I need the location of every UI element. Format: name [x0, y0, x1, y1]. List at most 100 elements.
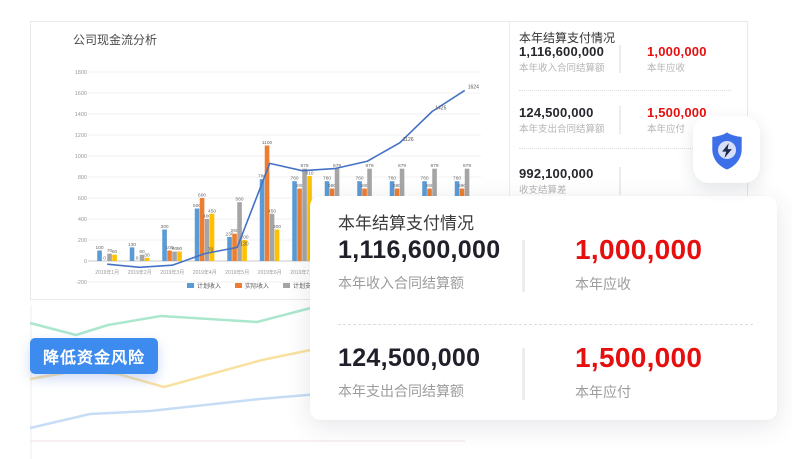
- svg-text:70: 70: [107, 248, 113, 254]
- security-badge-card: [693, 116, 760, 183]
- stat-value: 1,000,000: [647, 44, 707, 59]
- stat-balance: 992,100,000 收支结算差: [519, 167, 629, 196]
- shield-lightning-icon: [711, 131, 742, 170]
- stat-label: 本年支出合同结算额: [519, 124, 605, 135]
- svg-text:600: 600: [78, 196, 87, 202]
- svg-text:1200: 1200: [75, 133, 87, 139]
- svg-text:300: 300: [273, 224, 281, 230]
- svg-text:500: 500: [193, 203, 201, 209]
- svg-text:130: 130: [240, 241, 249, 247]
- svg-text:1126: 1126: [403, 137, 414, 143]
- svg-text:计划收入: 计划收入: [197, 282, 221, 290]
- stat-value: 1,116,600,000: [519, 44, 605, 59]
- settlement-overlay-card: 本年结算支付情况 1,116,600,000 本年收入合同结算额 1,000,0…: [310, 196, 777, 420]
- svg-text:400: 400: [203, 214, 211, 220]
- svg-text:2019年7月: 2019年7月: [290, 269, 314, 276]
- svg-text:690: 690: [426, 183, 434, 189]
- svg-text:0: 0: [84, 259, 87, 265]
- dashed-separator: [338, 324, 753, 325]
- svg-text:690: 690: [361, 183, 369, 189]
- svg-text:60: 60: [139, 249, 145, 255]
- stat-value: 124,500,000: [519, 105, 594, 120]
- panel-divider: [509, 22, 510, 299]
- svg-text:600: 600: [198, 193, 206, 199]
- stat-value: 1,500,000: [647, 105, 707, 120]
- svg-text:230: 230: [226, 231, 234, 237]
- column-divider: [522, 240, 525, 292]
- column-divider: [619, 167, 621, 195]
- stat-value: 1,000,000: [575, 234, 703, 265]
- svg-text:200: 200: [241, 235, 249, 241]
- stat-receivable-large: 1,000,000 本年应收: [575, 234, 703, 292]
- stat-value: 124,500,000: [338, 344, 481, 372]
- svg-text:1400: 1400: [75, 112, 87, 118]
- svg-text:690: 690: [328, 183, 336, 189]
- svg-text:2019年2月: 2019年2月: [128, 269, 152, 276]
- svg-text:1600: 1600: [75, 91, 87, 97]
- svg-text:760: 760: [356, 176, 364, 182]
- stat-label: 本年收入合同结算额: [519, 63, 605, 74]
- stat-value: 992,100,000: [519, 166, 594, 181]
- svg-text:690: 690: [458, 183, 466, 189]
- reduce-risk-chip[interactable]: 降低资金风险: [30, 338, 159, 374]
- stat-receivable: 1,000,000 本年应收: [647, 45, 757, 74]
- svg-text:100: 100: [166, 245, 174, 251]
- svg-text:450: 450: [268, 208, 276, 214]
- svg-text:780: 780: [258, 174, 266, 180]
- dotted-separator: [519, 148, 731, 149]
- stat-value: 1,116,600,000: [338, 236, 501, 264]
- svg-text:0: 0: [103, 256, 106, 262]
- svg-text:60: 60: [112, 249, 118, 255]
- svg-text:90: 90: [172, 246, 178, 252]
- stat-value: 1,500,000: [575, 342, 703, 373]
- svg-text:1800: 1800: [75, 70, 87, 76]
- svg-text:1425: 1425: [435, 105, 446, 111]
- svg-text:690: 690: [296, 183, 304, 189]
- svg-text:0: 0: [136, 256, 139, 262]
- svg-text:90: 90: [177, 246, 183, 252]
- dotted-separator: [519, 90, 731, 91]
- stat-expense-settlement: 124,500,000 本年支出合同结算额: [519, 106, 629, 135]
- svg-text:1624: 1624: [468, 84, 479, 90]
- column-divider: [522, 348, 525, 400]
- summary-title: 本年结算支付情况: [519, 31, 616, 45]
- svg-text:2019年4月: 2019年4月: [193, 269, 217, 276]
- svg-text:879: 879: [333, 163, 341, 169]
- svg-text:300: 300: [161, 224, 169, 230]
- svg-text:400: 400: [78, 217, 87, 223]
- svg-text:-200: -200: [76, 280, 87, 286]
- stat-income-settlement-large: 1,116,600,000 本年收入合同结算额: [338, 236, 501, 291]
- column-divider: [619, 106, 621, 134]
- stat-label: 本年支出合同结算额: [338, 383, 464, 399]
- svg-text:879: 879: [398, 163, 406, 169]
- svg-text:实际收入: 实际收入: [245, 282, 269, 290]
- svg-text:2019年3月: 2019年3月: [160, 269, 184, 276]
- svg-text:130: 130: [128, 242, 136, 248]
- stat-payable: 1,500,000 本年应付: [647, 106, 757, 135]
- svg-text:450: 450: [208, 208, 216, 214]
- svg-text:计划支出: 计划支出: [293, 282, 317, 290]
- svg-text:260: 260: [231, 228, 239, 234]
- svg-text:760: 760: [323, 176, 331, 182]
- stat-label: 本年应付: [647, 124, 686, 135]
- column-divider: [619, 45, 621, 73]
- svg-text:70: 70: [208, 248, 214, 254]
- svg-text:690: 690: [393, 183, 401, 189]
- svg-text:760: 760: [388, 176, 396, 182]
- stat-label: 本年应收: [575, 276, 631, 292]
- stat-label: 收支结算差: [519, 185, 567, 196]
- stat-label: 本年应付: [575, 384, 631, 400]
- svg-text:2019年6月: 2019年6月: [258, 269, 282, 276]
- stat-label: 本年收入合同结算额: [338, 275, 464, 291]
- svg-text:760: 760: [421, 176, 429, 182]
- svg-text:200: 200: [78, 238, 87, 244]
- svg-text:100: 100: [96, 245, 104, 251]
- svg-text:2019年5月: 2019年5月: [225, 269, 249, 276]
- stat-label: 本年应收: [647, 63, 686, 74]
- svg-text:30: 30: [144, 252, 150, 258]
- svg-text:879: 879: [301, 163, 309, 169]
- svg-text:810: 810: [306, 170, 314, 176]
- svg-text:879: 879: [463, 163, 471, 169]
- chart-title: 公司现金流分析: [73, 33, 158, 47]
